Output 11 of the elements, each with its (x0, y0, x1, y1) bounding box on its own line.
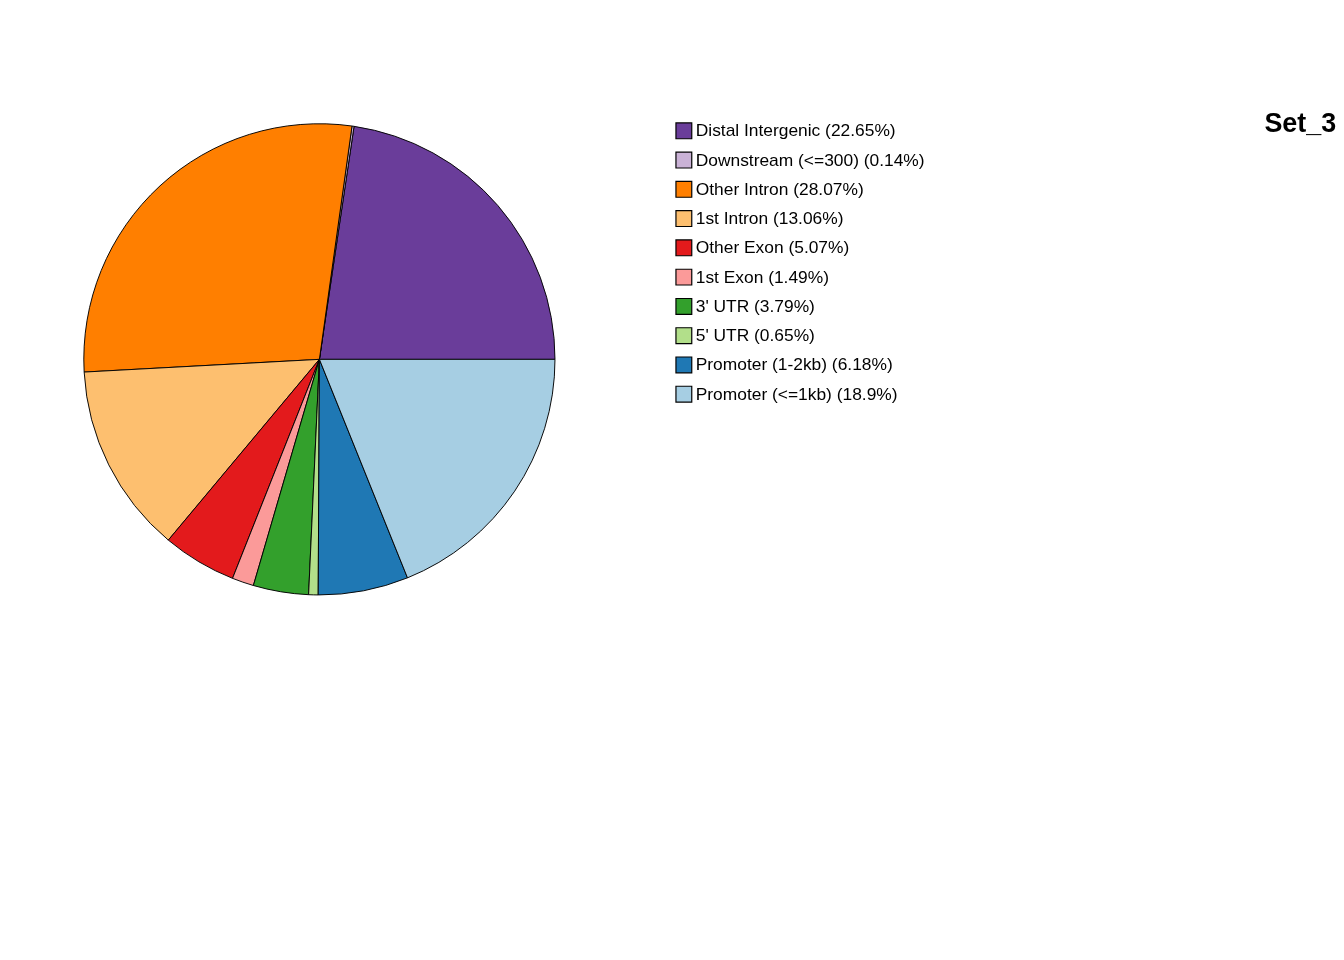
legend-label: 1st Intron (13.06%) (695, 208, 844, 229)
legend-label: Distal Intergenic (22.65%) (695, 120, 896, 141)
text: Set_3 (1264, 108, 1337, 139)
legend-label: Promoter (1-2kb) (6.18%) (695, 354, 893, 375)
legend-label: Downstream (<=300) (0.14%) (695, 149, 925, 170)
legend-label: Other Exon (5.07%) (695, 237, 850, 258)
legend-label: 1st Exon (1.49%) (695, 266, 829, 287)
legend-label: Other Intron (28.07%) (695, 178, 864, 199)
legend-label: Promoter (<=1kb) (18.9%) (695, 383, 898, 404)
legend-label: 3' UTR (3.79%) (695, 295, 815, 316)
legend-label: 5' UTR (0.65%) (695, 325, 815, 346)
